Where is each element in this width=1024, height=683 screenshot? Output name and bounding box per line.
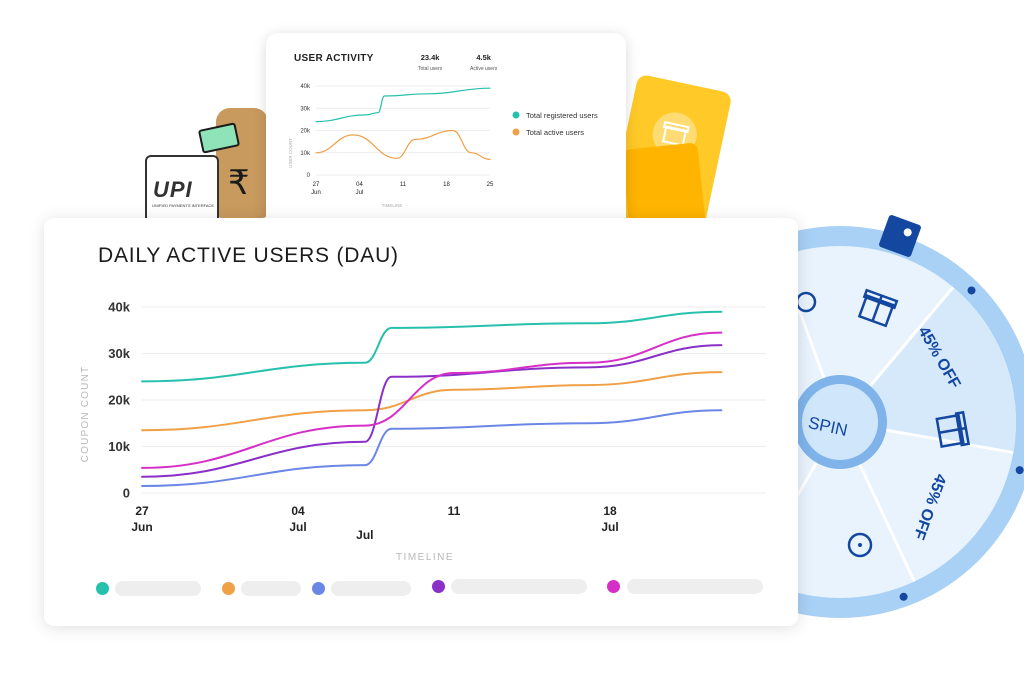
series-line <box>141 310 723 383</box>
series-line <box>315 129 491 160</box>
upi-logo-text: UPI <box>153 177 193 202</box>
user-activity-chart: USER COUNT TIMELINE Total registered use… <box>288 84 598 208</box>
total-users-value: 23.4k <box>420 53 440 62</box>
y-tick-label: 30k <box>300 106 311 112</box>
active-users-stat: 4.5k Active users <box>470 53 497 72</box>
rupee-icon: ₹ <box>228 163 250 203</box>
x-tick-label: 11 <box>448 504 461 518</box>
legend-placeholder <box>241 581 301 596</box>
x-tick-label: Jun <box>311 190 321 196</box>
y-axis-label: COUPON COUNT <box>80 366 91 463</box>
y-tick-label: 40k <box>108 300 130 315</box>
series-line <box>315 87 491 123</box>
legend: Total registered users Total active user… <box>512 111 598 137</box>
x-tick-label: 27 <box>313 182 320 188</box>
legend-label: Total registered users <box>526 111 598 120</box>
x-tick-label: Jul <box>601 520 618 534</box>
x-tick-label: Jul <box>289 520 306 534</box>
dau-chart: COUPON COUNT TIMELINE 40k 30k 20k 10k 0 27 Jun… <box>80 300 766 563</box>
active-users-value: 4.5k <box>476 53 491 62</box>
legend-dot <box>607 580 620 593</box>
y-tick-label: 10k <box>300 151 311 157</box>
active-users-label: Active users <box>470 66 498 72</box>
upi-logo: UPI UNIFIED PAYMENTS INTERFACE <box>145 155 219 225</box>
series-line <box>141 331 723 469</box>
pointer-icon <box>879 215 921 257</box>
total-users-label: Total users <box>418 66 443 72</box>
series-line <box>141 371 723 432</box>
x-tick-label: 04 <box>291 504 305 518</box>
gift-icon <box>935 410 971 449</box>
y-axis-label: USER COUNT <box>288 138 293 168</box>
legend-dot <box>512 111 520 119</box>
y-tick-label: 40k <box>300 84 311 90</box>
dau-title: DAILY ACTIVE USERS (DAU) <box>98 244 399 267</box>
user-activity-title: USER ACTIVITY <box>294 53 374 64</box>
series-line <box>141 344 723 478</box>
legend-dot <box>312 582 325 595</box>
y-tick-label: 0 <box>307 173 311 179</box>
legend-placeholder <box>627 579 763 594</box>
x-axis-label: TIMELINE <box>396 552 454 563</box>
x-tick-label: 18 <box>443 182 450 188</box>
x-tick-label: 04 <box>356 182 363 188</box>
legend-dot <box>96 582 109 595</box>
wheel-peg <box>1015 466 1024 475</box>
legend-dot <box>432 580 445 593</box>
x-tick-label: 25 <box>487 182 494 188</box>
dau-card: DAILY ACTIVE USERS (DAU) COUPON COUNT TI… <box>44 218 798 626</box>
x-tick-label: Jul <box>356 528 373 542</box>
user-activity-card: USER ACTIVITY 23.4k Total users 4.5k Act… <box>266 33 626 233</box>
x-axis-label: TIMELINE <box>382 203 403 208</box>
smile-icon <box>847 532 873 558</box>
y-tick-label: 0 <box>123 486 130 501</box>
x-tick-label: Jun <box>131 520 152 534</box>
y-tick-label: 20k <box>108 393 130 408</box>
legend-placeholder <box>451 579 587 594</box>
x-tick-label: 11 <box>400 182 407 188</box>
x-tick-label: 18 <box>603 504 617 518</box>
y-tick-label: 20k <box>300 129 311 135</box>
legend-placeholder <box>115 581 201 596</box>
wheel-peg <box>899 592 908 601</box>
wheel-peg <box>967 286 976 295</box>
legend-label: Total active users <box>526 128 584 137</box>
legend-dot <box>512 128 520 136</box>
y-tick-label: 10k <box>108 439 130 454</box>
x-tick-label: Jul <box>356 190 364 196</box>
wheel-hub[interactable] <box>802 384 878 460</box>
gift-icon <box>857 288 899 328</box>
legend-placeholder <box>331 581 411 596</box>
total-users-stat: 23.4k Total users <box>418 53 442 72</box>
series-line <box>141 409 723 487</box>
legend-dot <box>222 582 235 595</box>
x-tick-label: 27 <box>135 504 149 518</box>
upi-logo-subtitle: UNIFIED PAYMENTS INTERFACE <box>152 203 215 208</box>
y-tick-label: 30k <box>108 346 130 361</box>
money-bag-icon: ₹ <box>216 108 268 218</box>
